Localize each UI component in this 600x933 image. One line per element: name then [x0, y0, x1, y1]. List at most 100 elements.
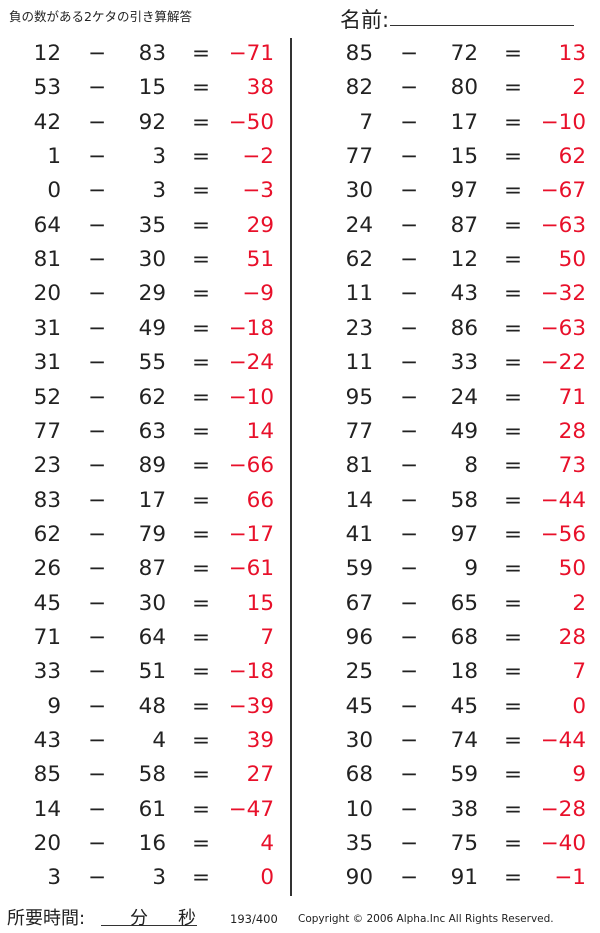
answer: 62 [558, 144, 586, 170]
equals-sign: = [192, 831, 211, 857]
minus-sign: − [400, 693, 419, 719]
subtrahend: 17 [138, 487, 166, 513]
name-field-line [390, 25, 574, 26]
equals-sign: = [504, 453, 523, 479]
minuend: 85 [33, 762, 61, 788]
answer: 2 [572, 590, 586, 616]
problem-row: 64 − 35 = 29 [0, 211, 290, 241]
answer: −17 [228, 521, 274, 547]
minuend: 25 [345, 659, 373, 685]
equals-sign: = [192, 75, 211, 101]
answer: 39 [246, 728, 274, 753]
answer: −39 [228, 693, 274, 719]
equals-sign: = [504, 831, 523, 857]
problem-row: 83 − 17 = 66 [0, 486, 290, 516]
answer: −18 [228, 659, 274, 685]
problem-row: 20 − 16 = 4 [0, 829, 290, 859]
subtrahend: 63 [138, 418, 166, 444]
minuend: 14 [33, 796, 61, 822]
equals-sign: = [504, 75, 523, 101]
problem-row: 10 − 38 = −28 [312, 795, 600, 825]
subtrahend: 72 [450, 41, 478, 66]
answer: −44 [540, 487, 586, 513]
answer: 27 [246, 762, 274, 788]
minus-sign: − [88, 728, 107, 753]
subtrahend: 8 [464, 453, 478, 479]
minus-sign: − [88, 487, 107, 513]
minuend: 45 [33, 590, 61, 616]
problem-row: 71 − 64 = 7 [0, 623, 290, 653]
answer: −63 [540, 315, 586, 341]
minuend: 43 [33, 728, 61, 753]
equals-sign: = [192, 384, 211, 410]
equals-sign: = [192, 41, 211, 66]
subtrahend: 64 [138, 624, 166, 650]
subtrahend: 62 [138, 384, 166, 410]
answer: −10 [540, 109, 586, 135]
problem-row: 90 − 91 = −1 [312, 863, 600, 893]
minus-sign: − [400, 865, 419, 891]
problem-row: 11 − 43 = −32 [312, 279, 600, 309]
minuend: 23 [33, 453, 61, 479]
subtrahend: 49 [138, 315, 166, 341]
minus-sign: − [88, 521, 107, 547]
answer: −1 [554, 865, 586, 891]
equals-sign: = [504, 659, 523, 685]
minuend: 45 [345, 693, 373, 719]
equals-sign: = [504, 762, 523, 788]
minuend: 52 [33, 384, 61, 410]
answer: −32 [540, 281, 586, 307]
minus-sign: − [88, 315, 107, 341]
problem-row: 42 − 92 = −50 [0, 108, 290, 138]
problem-row: 85 − 72 = 13 [312, 39, 600, 69]
minus-sign: − [88, 418, 107, 444]
answer: −28 [540, 796, 586, 822]
minus-sign: − [88, 350, 107, 376]
answer: −44 [540, 728, 586, 753]
problem-row: 81 − 8 = 73 [312, 451, 600, 481]
minus-sign: − [400, 590, 419, 616]
problem-row: 14 − 58 = −44 [312, 486, 600, 516]
problem-row: 30 − 97 = −67 [312, 176, 600, 206]
time-label: 所要時間: [7, 908, 86, 929]
subtrahend: 15 [450, 144, 478, 170]
equals-sign: = [192, 693, 211, 719]
subtrahend: 45 [450, 693, 478, 719]
minus-sign: − [88, 75, 107, 101]
page-number: 193/400 [230, 912, 278, 926]
answer: 0 [572, 693, 586, 719]
subtrahend: 61 [138, 796, 166, 822]
minuend: 59 [345, 556, 373, 582]
minus-sign: − [400, 418, 419, 444]
minuend: 35 [345, 831, 373, 857]
minus-sign: − [88, 212, 107, 238]
equals-sign: = [504, 109, 523, 135]
minus-sign: − [400, 178, 419, 204]
problem-row: 52 − 62 = −10 [0, 383, 290, 413]
problem-row: 77 − 15 = 62 [312, 142, 600, 172]
problem-row: 26 − 87 = −61 [0, 554, 290, 584]
problem-row: 77 − 49 = 28 [312, 417, 600, 447]
minus-sign: − [88, 41, 107, 66]
problem-row: 62 − 79 = −17 [0, 520, 290, 550]
subtrahend: 3 [152, 144, 166, 170]
problem-row: 45 − 30 = 15 [0, 589, 290, 619]
minuend: 9 [47, 693, 61, 719]
answer: 7 [572, 659, 586, 685]
problem-row: 53 − 15 = 38 [0, 73, 290, 103]
equals-sign: = [504, 624, 523, 650]
answer: −40 [540, 831, 586, 857]
subtrahend: 97 [450, 521, 478, 547]
answer: 14 [246, 418, 274, 444]
worksheet-title: 負の数がある2ケタの引き算解答 [9, 9, 192, 24]
minus-sign: − [88, 247, 107, 273]
answer: −22 [540, 350, 586, 376]
problem-row: 41 − 97 = −56 [312, 520, 600, 550]
minuend: 42 [33, 109, 61, 135]
minus-sign: − [400, 281, 419, 307]
problem-row: 0−3 = −3 [0, 176, 290, 206]
subtrahend: 15 [138, 75, 166, 101]
minuend: 95 [345, 384, 373, 410]
minus-sign: − [400, 659, 419, 685]
subtrahend: 89 [138, 453, 166, 479]
